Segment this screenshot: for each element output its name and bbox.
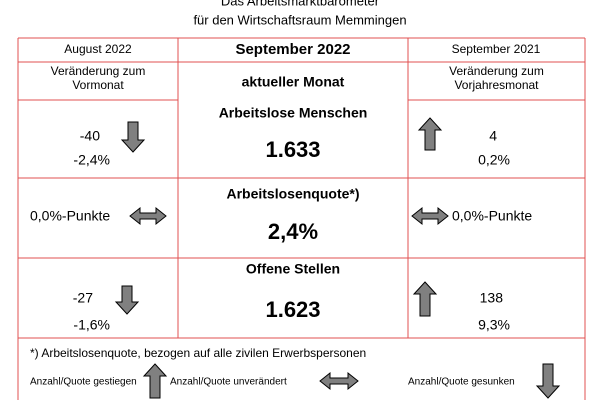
arrow-down <box>120 121 146 153</box>
subtitle: für den Wirtschaftsraum Memmingen <box>193 12 406 27</box>
column-header: September 2022 <box>235 41 350 58</box>
subheader: Veränderung zum Vorjahresmonat <box>449 64 544 92</box>
row-label: Arbeitslose Menschen <box>219 105 368 121</box>
footnote: *) Arbeitslosenquote, bezogen auf alle z… <box>30 346 366 360</box>
change-abs: 4 <box>489 128 497 144</box>
change-pct: -2,4% <box>73 152 110 168</box>
arrow-down <box>114 285 140 315</box>
change-pct: 0,2% <box>478 152 510 168</box>
arrow-up <box>142 363 168 399</box>
subheader-text: Veränderung zum Vormonat <box>50 64 146 92</box>
row-label: Arbeitslosenquote*) <box>226 186 359 202</box>
legend-label: Anzahl/Quote unverändert <box>170 377 287 388</box>
arrow-up <box>417 117 443 151</box>
change: 0,0%-Punkte <box>452 208 532 224</box>
arrow-both <box>411 206 449 226</box>
change-pct: -1,6% <box>73 317 110 333</box>
change-abs: -27 <box>73 290 93 306</box>
row-value: 1.633 <box>265 137 320 162</box>
change: 0,0%-Punkte <box>30 208 110 224</box>
arrows <box>114 117 561 399</box>
change-abs: -40 <box>80 128 100 144</box>
change-pct: 9,3% <box>478 317 510 333</box>
subheader-text: Veränderung zum Vorjahresmonat <box>449 64 544 92</box>
row-value: 2,4% <box>268 219 318 244</box>
row-label: Offene Stellen <box>246 261 340 277</box>
column-header: September 2021 <box>452 42 541 56</box>
title: Das Arbeitsmarktbarometer <box>221 0 380 8</box>
change-abs: 138 <box>480 290 504 306</box>
legend-label: Anzahl/Quote gesunken <box>408 377 515 388</box>
legend-label: Anzahl/Quote gestiegen <box>30 377 137 388</box>
arrow-both <box>129 206 167 226</box>
column-header: August 2022 <box>64 42 132 56</box>
table-borders <box>17 37 586 400</box>
arrow-both <box>319 371 359 391</box>
arrow-down <box>535 363 561 399</box>
arrow-up <box>412 281 438 317</box>
row-value: 1.623 <box>265 297 320 322</box>
subheader: Veränderung zum Vormonat <box>50 64 146 92</box>
subheader: aktueller Monat <box>242 74 345 90</box>
